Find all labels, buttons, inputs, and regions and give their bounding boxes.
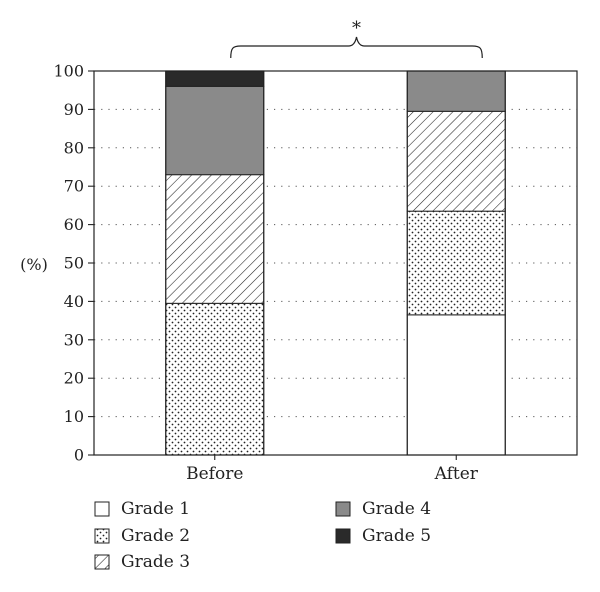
y-tick-label: 100 bbox=[53, 62, 84, 81]
y-tick-label: 70 bbox=[64, 177, 84, 196]
legend-swatch bbox=[94, 528, 110, 544]
bar-segment-grade-5-before bbox=[165, 70, 265, 87]
x-tick-label: After bbox=[434, 464, 479, 484]
significance-annotation: * bbox=[230, 18, 483, 59]
legend-swatch bbox=[94, 554, 110, 570]
y-tick-label: 10 bbox=[64, 407, 84, 426]
bar-segment-grade-2-before bbox=[165, 302, 265, 456]
y-tick-label: 90 bbox=[64, 100, 84, 119]
x-axis: Before After bbox=[186, 455, 479, 484]
y-axis-label: (%) bbox=[20, 255, 48, 274]
bars bbox=[165, 70, 506, 456]
legend-item-grade-5: Grade 5 bbox=[335, 526, 431, 546]
legend-swatch bbox=[94, 501, 110, 517]
legend-label: Grade 1 bbox=[121, 499, 190, 519]
y-tick-label: 30 bbox=[64, 330, 84, 349]
legend-item-grade-2: Grade 2 bbox=[94, 526, 190, 546]
legend-item-grade-1: Grade 1 bbox=[94, 499, 190, 519]
legend-item-grade-3: Grade 3 bbox=[94, 552, 190, 572]
y-tick-label: 0 bbox=[74, 446, 84, 465]
y-tick-label: 40 bbox=[64, 292, 84, 311]
legend-item-grade-4: Grade 4 bbox=[335, 499, 431, 519]
y-tick-label: 50 bbox=[64, 254, 84, 273]
bar-segment-grade-4-after bbox=[406, 70, 506, 112]
y-tick-label: 60 bbox=[64, 215, 84, 234]
bar-segment-grade-3-before bbox=[165, 174, 265, 304]
legend: Grade 1 Grade 2 Grade 3 Grade 4 Grade 5 bbox=[94, 499, 431, 572]
x-tick-label: Before bbox=[186, 464, 243, 484]
significance-bracket bbox=[230, 36, 483, 59]
y-tick-label: 80 bbox=[64, 138, 84, 157]
legend-swatch bbox=[335, 528, 351, 544]
legend-swatch bbox=[335, 501, 351, 517]
legend-label: Grade 5 bbox=[362, 526, 431, 546]
legend-label: Grade 4 bbox=[362, 499, 431, 519]
y-axis: 0 10 20 30 40 50 60 70 80 90 100 bbox=[53, 62, 94, 465]
legend-label: Grade 2 bbox=[121, 526, 190, 546]
bar-segment-grade-4-before bbox=[165, 85, 265, 176]
legend-label: Grade 3 bbox=[121, 552, 190, 572]
bar-segment-grade-1-after bbox=[406, 314, 506, 456]
bar-segment-grade-2-after bbox=[406, 210, 506, 316]
bar-segment-grade-3-after bbox=[406, 110, 506, 212]
y-tick-label: 20 bbox=[64, 369, 84, 388]
significance-marker: * bbox=[352, 18, 361, 39]
